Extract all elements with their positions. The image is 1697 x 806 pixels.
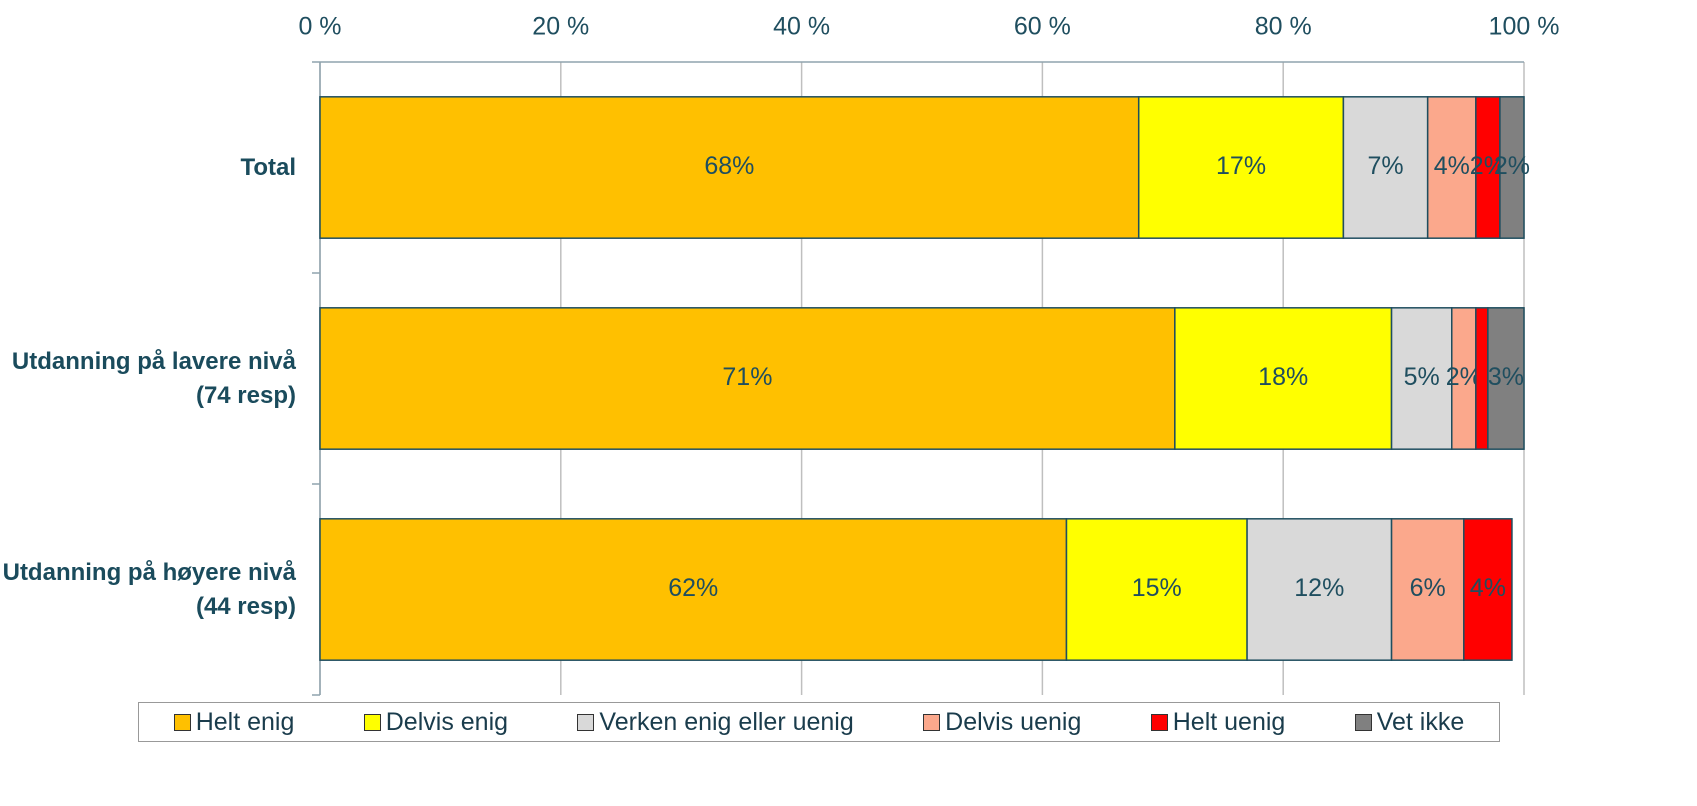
data-label: 6% — [1410, 574, 1446, 602]
bar-segment — [1246, 518, 1393, 661]
legend-label: Helt enig — [195, 707, 295, 736]
data-label: 12% — [1294, 574, 1344, 602]
bar-segment — [1174, 307, 1393, 450]
bar-segment — [1426, 96, 1477, 239]
legend-item: Helt enig — [173, 707, 295, 737]
legend-label: Helt uenig — [1172, 707, 1286, 736]
bar-segment — [319, 518, 1068, 661]
data-label: 4% — [1434, 152, 1470, 180]
bar-segment — [1342, 96, 1429, 239]
data-label: 3% — [1488, 363, 1524, 391]
bar-segment — [1463, 518, 1513, 661]
x-tick-label: 20 % — [532, 13, 589, 41]
legend-swatch — [577, 713, 595, 731]
data-label: 4% — [1470, 574, 1506, 602]
bar-segment — [1487, 307, 1525, 450]
legend-item: Vet ikke — [1354, 707, 1465, 737]
x-tick-label: 40 % — [773, 13, 830, 41]
data-label: 15% — [1132, 574, 1182, 602]
bar-segment — [1499, 96, 1525, 239]
legend-swatch — [173, 713, 191, 731]
category-label: Utdanning på lavere nivå (74 resp) — [11, 347, 296, 409]
bar-segment — [1390, 518, 1465, 661]
legend-label: Vet ikke — [1376, 707, 1465, 736]
x-tick-label: 100 % — [1489, 13, 1560, 41]
legend-label: Verken enig eller uenig — [599, 707, 854, 736]
bar-segment — [1390, 307, 1453, 450]
x-tick-label: 80 % — [1255, 13, 1312, 41]
data-label: 5% — [1404, 363, 1440, 391]
bar-segment — [319, 96, 1140, 239]
legend: Helt enig Delvis enig Verken enig eller ue… — [138, 702, 1500, 742]
legend-swatch — [923, 713, 941, 731]
data-label: 68% — [704, 152, 754, 180]
bar-segment — [319, 307, 1176, 450]
legend-item: Verken enig eller uenig — [577, 707, 854, 737]
legend-swatch — [1354, 713, 1372, 731]
data-label: 18% — [1258, 363, 1308, 391]
legend-swatch — [1150, 713, 1168, 731]
data-label: 62% — [668, 574, 718, 602]
legend-item: Delvis uenig — [923, 708, 1081, 737]
legend-item: Delvis enig — [363, 707, 509, 737]
legend-label: Delvis enig — [385, 707, 509, 736]
bar-segment — [1137, 96, 1345, 239]
legend-swatch — [363, 713, 381, 731]
legend-item: Helt uenig — [1150, 707, 1286, 737]
bar-segment — [1451, 307, 1477, 450]
bar-segment — [1475, 307, 1489, 450]
bar-segment — [1475, 96, 1501, 239]
data-label: 17% — [1216, 152, 1266, 180]
bar-segment — [1065, 518, 1248, 661]
category-label: Utdanning på høyere nivå (44 resp) — [2, 558, 296, 620]
category-label: Total — [240, 153, 296, 181]
data-label: 71% — [722, 363, 772, 391]
x-tick-label: 0 % — [298, 13, 341, 41]
data-label: 2% — [1494, 152, 1530, 180]
x-tick-label: 60 % — [1014, 13, 1071, 41]
legend-label: Delvis uenig — [945, 707, 1082, 736]
data-label: 7% — [1367, 152, 1403, 180]
